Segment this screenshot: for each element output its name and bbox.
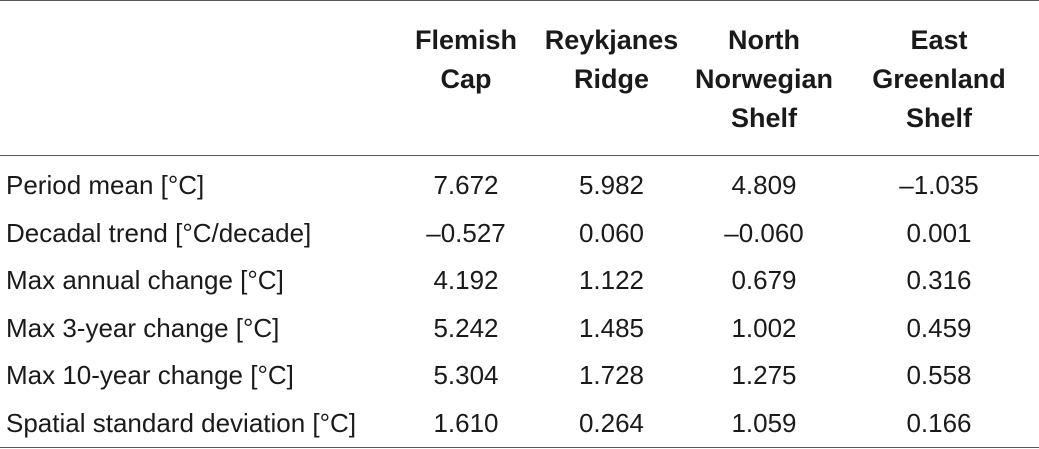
header-line: Norwegian (694, 64, 834, 94)
table-cell: 0.166 (839, 399, 1039, 448)
header-line: Shelf (905, 103, 972, 133)
header-line: Reykjanes (544, 25, 679, 55)
table-cell: –0.527 (426, 217, 506, 248)
table-cell: 1.485 (578, 312, 645, 343)
table-cell: 4.809 (731, 170, 797, 201)
table-cell: 0.558 (906, 360, 972, 391)
header-row: Flemish Cap Reykjanes Ridge North Norweg… (0, 0, 1039, 156)
table-cell: 0.459 (906, 312, 972, 343)
table-cell: 1.728 (578, 360, 645, 391)
header-flemish-cap: Flemish Cap (398, 0, 534, 156)
table-header: Flemish Cap Reykjanes Ridge North Norweg… (0, 0, 1039, 156)
table-row: Period mean [°C] 7.672 5.982 4.809 –1.03… (0, 156, 1039, 210)
header-reykjanes-ridge: Reykjanes Ridge (534, 0, 689, 156)
header-line: Greenland (872, 64, 1006, 94)
header-corner-cell (0, 0, 398, 156)
header-line: East (910, 25, 968, 55)
table-row: Spatial standard deviation [°C] 1.610 0.… (0, 399, 1039, 448)
header-east-greenland-shelf: East Greenland Shelf (839, 0, 1039, 156)
row-label: Period mean [°C] (6, 170, 205, 201)
header-line: Ridge (573, 64, 649, 94)
table-cell: 0.316 (906, 265, 972, 296)
table-cell: 1.610 (398, 399, 534, 448)
table-cell: 4.192 (433, 265, 499, 296)
table-cell: 1.275 (731, 360, 797, 391)
table-body: Period mean [°C] 7.672 5.982 4.809 –1.03… (0, 156, 1039, 448)
table-cell: 5.242 (433, 312, 499, 343)
table-cell: –0.060 (724, 217, 804, 248)
header-line: North (728, 25, 800, 55)
table-cell: 0.060 (578, 217, 645, 248)
header-north-norwegian-shelf: North Norwegian Shelf (689, 0, 839, 156)
table-cell: –1.035 (899, 170, 979, 201)
table-cell: 5.304 (433, 360, 499, 391)
row-label: Spatial standard deviation [°C] (0, 399, 398, 448)
table-cell: 1.122 (578, 265, 645, 296)
table-cell: 0.679 (731, 265, 797, 296)
table-cell: 5.982 (578, 170, 645, 201)
header-line: Flemish (414, 25, 518, 55)
row-label: Decadal trend [°C/decade] (6, 217, 312, 248)
row-label: Max annual change [°C] (6, 265, 284, 296)
row-label: Max 3-year change [°C] (6, 312, 280, 343)
table-cell: 0.264 (534, 399, 689, 448)
table-row: Max 10-year change [°C] 5.304 1.728 1.27… (0, 352, 1039, 400)
header-line: Shelf (730, 103, 797, 133)
table-cell: 1.002 (731, 312, 797, 343)
table-cell: 1.059 (689, 399, 839, 448)
table-cell: 7.672 (433, 170, 499, 201)
row-label: Max 10-year change [°C] (6, 360, 294, 391)
table-row: Max annual change [°C] 4.192 1.122 0.679… (0, 257, 1039, 305)
table-row: Decadal trend [°C/decade] –0.527 0.060 –… (0, 210, 1039, 258)
table-row: Max 3-year change [°C] 5.242 1.485 1.002… (0, 305, 1039, 353)
table-cell: 0.001 (906, 217, 972, 248)
header-line: Cap (440, 64, 492, 94)
